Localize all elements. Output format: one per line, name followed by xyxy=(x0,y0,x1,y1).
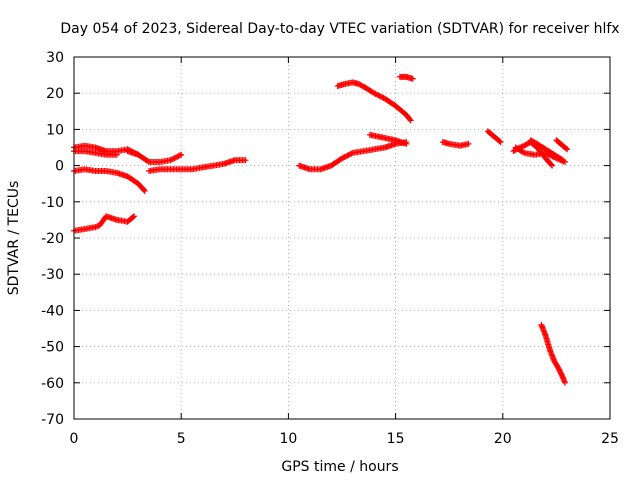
data-point xyxy=(496,138,503,145)
data-point xyxy=(549,162,556,169)
y-tick-label: -70 xyxy=(41,412,64,428)
data-point xyxy=(341,154,348,161)
data-point xyxy=(371,90,378,97)
y-tick-label: 30 xyxy=(46,50,64,66)
y-tick-label: -50 xyxy=(41,340,64,356)
data-point xyxy=(406,116,413,123)
x-tick-label: 15 xyxy=(387,431,405,447)
y-tick-label: -60 xyxy=(41,376,64,392)
x-tick-label: 25 xyxy=(601,431,619,447)
y-axis-label: SDTVAR / TECUs xyxy=(6,181,22,296)
tick-labels: 0 5 10 15 20 25 -70 -60 -50 -40 -30 -20 -10 0 10 20 30 xyxy=(41,50,619,447)
data-point xyxy=(559,157,566,164)
data-point xyxy=(372,90,379,97)
data-point xyxy=(344,152,351,159)
y-tick-label: -10 xyxy=(41,195,64,211)
grid-lines xyxy=(73,56,611,420)
data-point xyxy=(520,149,527,156)
data-point xyxy=(345,151,352,158)
data-point xyxy=(375,92,382,99)
data-point xyxy=(144,158,151,165)
y-tick-label: -40 xyxy=(41,303,64,319)
data-point xyxy=(548,161,555,168)
data-point xyxy=(564,146,571,153)
y-tick-label: 10 xyxy=(46,122,64,138)
data-point xyxy=(178,151,185,158)
plot-frame xyxy=(73,56,611,420)
data-point xyxy=(113,151,120,158)
data-point xyxy=(379,94,386,101)
data-point xyxy=(563,145,570,152)
data-point xyxy=(559,373,566,380)
data-points xyxy=(71,73,571,386)
data-point xyxy=(170,155,177,162)
x-tick-label: 5 xyxy=(177,431,186,447)
data-point xyxy=(347,151,354,158)
y-tick-label: -30 xyxy=(41,267,64,283)
data-point xyxy=(409,75,416,82)
data-point xyxy=(140,186,147,193)
data-point xyxy=(348,150,355,157)
x-tick-label: 20 xyxy=(494,431,512,447)
data-point xyxy=(340,154,347,161)
x-tick-label: 10 xyxy=(279,431,297,447)
data-point xyxy=(129,214,136,221)
data-point xyxy=(172,154,179,161)
data-point xyxy=(175,153,182,160)
data-point xyxy=(343,153,350,160)
data-point xyxy=(373,91,380,98)
data-point xyxy=(242,157,249,164)
data-point xyxy=(376,92,383,99)
data-point xyxy=(558,156,565,163)
data-point xyxy=(176,152,183,159)
data-point xyxy=(168,156,175,163)
x-tick-label: 0 xyxy=(70,431,79,447)
data-point xyxy=(174,153,181,160)
data-point xyxy=(377,93,384,100)
x-axis-label: GPS time / hours xyxy=(281,459,398,475)
data-point xyxy=(407,117,414,124)
data-point xyxy=(171,155,178,162)
y-tick-label: 20 xyxy=(46,86,64,102)
data-point xyxy=(167,157,174,164)
data-point xyxy=(497,139,504,146)
data-point xyxy=(403,140,410,147)
data-point xyxy=(141,187,148,194)
y-tick-label: 0 xyxy=(55,159,64,175)
data-point xyxy=(561,379,568,386)
chart-title: Day 054 of 2023, Sidereal Day-to-day VTE… xyxy=(60,21,619,37)
y-tick-label: -20 xyxy=(41,231,64,247)
data-point xyxy=(465,140,472,147)
data-point xyxy=(339,155,345,162)
data-point xyxy=(131,213,138,220)
